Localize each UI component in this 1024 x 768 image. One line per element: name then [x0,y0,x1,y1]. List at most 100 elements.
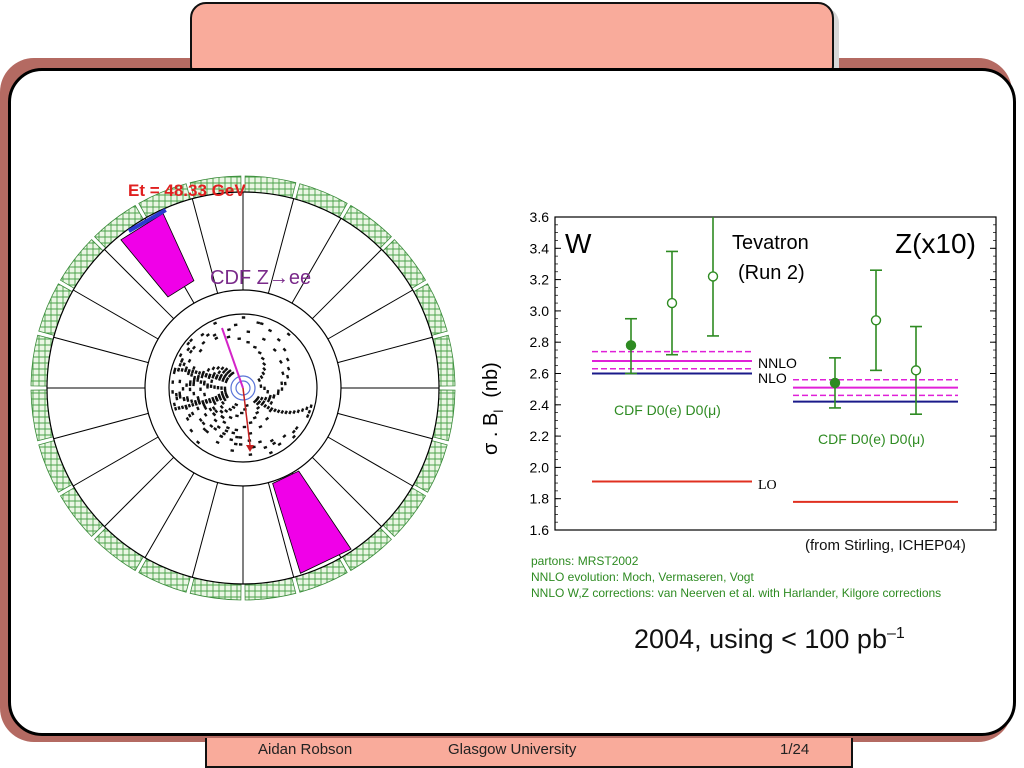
tracker-hit [262,361,267,367]
y-tick-label: 2.8 [530,334,550,350]
tracker-hit [267,328,273,333]
tracker-hit [222,397,227,402]
tracker-hit [209,424,214,429]
footnote-partons: partons: MRST2002 [531,554,639,568]
tracker-hit [174,392,178,397]
tracker-hit [211,374,215,379]
tracker-hit [196,406,200,411]
y-axis-title: σ . Bl (nb) [480,362,506,455]
tracker-hit [309,404,313,409]
footnote-corrections: NNLO W,Z corrections: van Neerven et al.… [531,586,942,600]
tracker-hit [230,449,235,453]
tracker-hit [255,410,260,415]
tracker-hit [277,442,282,447]
tracker-hit [197,370,202,375]
tracker-hit [305,414,310,419]
tracker-hit [173,406,178,411]
tracker-hit [178,379,182,384]
tracker-hit [180,367,184,372]
tracker-hit [224,429,229,433]
run-label: (Run 2) [738,262,805,284]
tracker-hit [291,434,296,439]
tracker-hit [212,371,217,377]
y-tick-label: 2.6 [530,366,550,382]
tracker-hit [208,407,213,412]
footer-author: Aidan Robson [258,741,353,758]
footnotes: partons: MRST2002 NNLO evolution: Moch, … [531,553,941,601]
tracker-hit [262,366,267,372]
footnote-evolution: NNLO evolution: Moch, Vermaseren, Vogt [531,570,754,584]
summary-superscript: –1 [886,625,905,642]
tracker-hit [252,416,257,420]
tracker-hit [220,366,225,371]
tracker-hit [204,399,209,405]
tracker-hit [246,340,250,344]
tracker-hit [188,349,193,354]
source-note: (from Stirling, ICHEP04) [805,537,966,554]
tracker-hit [171,380,175,384]
wedge-divider [73,289,159,340]
tracker-hit [212,412,217,417]
tracker-hit [196,374,200,379]
y-tick-label: 2.2 [530,428,550,444]
tracker-hit [208,399,212,404]
tracker-hit [185,416,190,422]
tracker-hit [273,408,277,413]
wedge-divider [337,412,433,440]
tracker-hit [241,316,246,319]
tracker-hit [248,431,253,435]
y-axis: 3.6 3.4 3.2 3.0 2.8 2.6 2.4 2.2 2.0 1.8 1.6 [530,209,996,538]
tracker-hit [202,427,207,432]
tracker-hit [189,338,194,343]
tracker-hit [254,397,259,403]
tracker-hit [257,400,262,405]
tracker-hit [223,373,228,378]
tracker-hit [180,405,185,410]
tracker-hit [216,425,221,430]
tracker-hit [176,367,181,372]
tracker-hit [269,406,274,412]
tracker-hit [187,413,192,418]
wedge-divider [311,249,382,320]
tracker-hit [190,372,194,377]
tracker-hit [227,328,231,332]
footer-bar [205,738,853,768]
tracker-hit [259,384,263,388]
tracker-hit [185,383,188,387]
tracker-hit [248,453,253,456]
wedge-divider [191,198,219,294]
tracker-hit [191,345,196,350]
tracker-hit [263,403,268,409]
data-point-d0e [666,297,678,309]
y-axis-subscript: l [491,410,506,413]
electron-track-1 [221,327,244,389]
tracker-hit [224,409,229,413]
tracker-hit [259,396,264,401]
tevatron-label: Tevatron [732,232,809,254]
wedge-divider [267,482,295,578]
tracker-hit [192,366,196,371]
tracker-hit [286,374,290,379]
y-axis-symbol: σ . B [480,413,502,455]
tracker-hit [227,369,232,374]
tracker-hit [186,341,191,346]
tracker-hit [187,403,192,408]
tracker-hit [259,375,264,380]
tracker-hit [192,391,196,396]
tracker-hit [280,409,285,415]
tracker-hit [230,371,235,376]
tracker-hit [266,389,270,394]
tracker-hit [217,376,222,381]
tracker-hit [188,387,192,392]
tracker-hit [213,427,218,431]
wedge-divider [73,436,159,487]
tracker-hit [268,394,272,399]
y-tick-label: 3.4 [530,240,550,256]
tracker-hit [258,440,262,444]
tracker-hit [216,385,220,390]
y-tick-label: 3.0 [530,303,550,319]
tracker-hit [179,358,184,364]
electron-track-2 [242,387,251,446]
tracker-hit [238,436,243,439]
tracker-hit [242,425,247,429]
